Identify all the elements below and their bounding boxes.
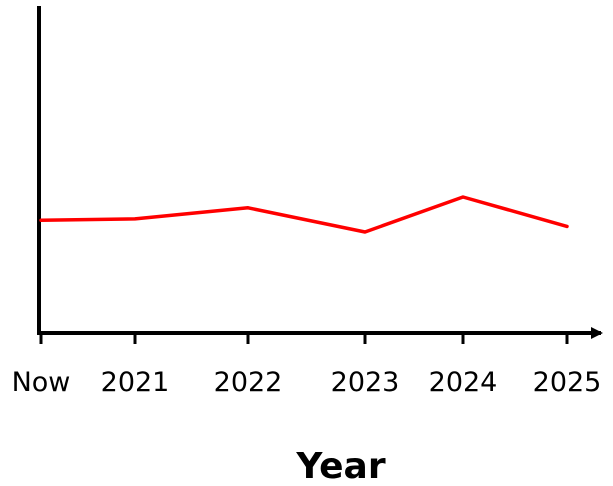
x-tick-labels: Now 2021 2022 2023 2024 2025 xyxy=(12,367,602,398)
x-tick-label-2025: 2025 xyxy=(533,367,602,398)
data-point-2021 xyxy=(133,217,137,221)
data-point-2022 xyxy=(246,206,250,210)
x-tick-label-2022: 2022 xyxy=(214,367,283,398)
x-axis-title: Year xyxy=(295,446,385,486)
data-point-2023 xyxy=(363,230,367,234)
x-tick-label-2023: 2023 xyxy=(331,367,400,398)
x-tick-marks xyxy=(39,333,569,344)
x-tick-label-Now: Now xyxy=(12,367,71,398)
data-point-2025 xyxy=(565,224,569,228)
x-tick-label-2024: 2024 xyxy=(429,367,498,398)
x-tick-label-2021: 2021 xyxy=(101,367,170,398)
data-point-Now xyxy=(39,218,43,222)
data-point-2024 xyxy=(461,195,465,199)
series-points xyxy=(39,195,569,234)
series-line xyxy=(39,195,569,234)
